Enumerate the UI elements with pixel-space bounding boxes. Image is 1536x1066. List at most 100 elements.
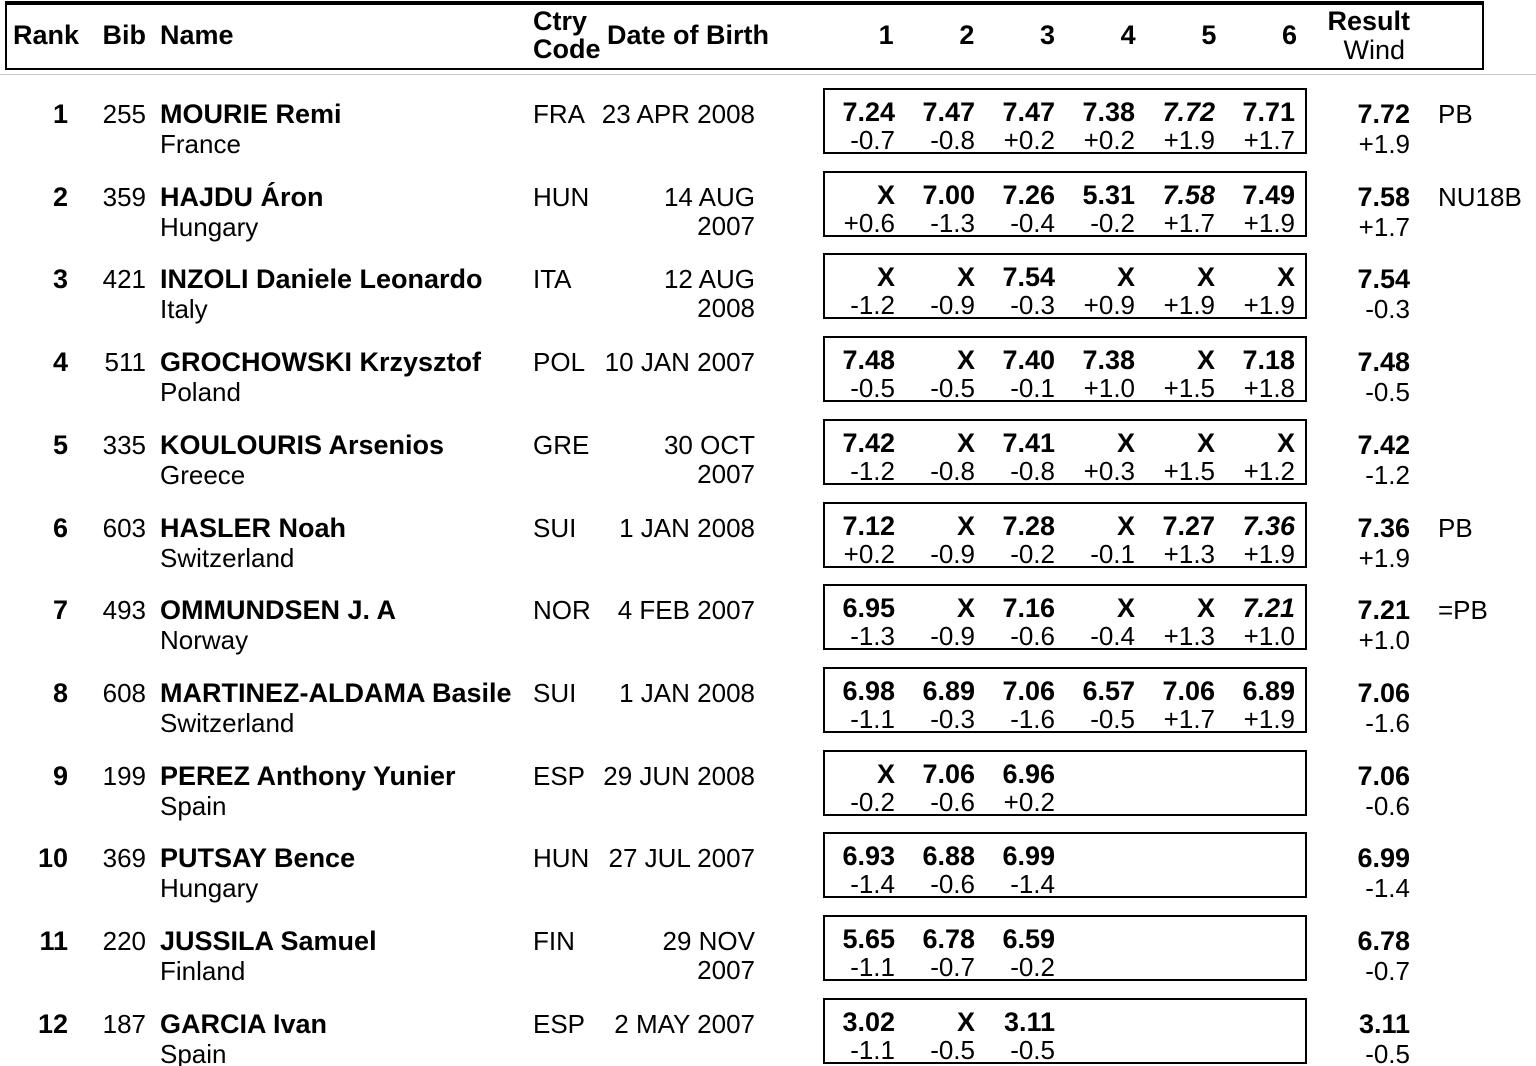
date-of-birth: 1 JAN 2008 bbox=[619, 677, 755, 708]
attempt-mark: 7.40 bbox=[1002, 345, 1055, 376]
attempt-wind: -1.4 bbox=[1010, 869, 1055, 900]
athlete-country: Finland bbox=[160, 956, 246, 986]
date-of-birth: 23 APR 2008 bbox=[601, 99, 755, 129]
bib-value: 359 bbox=[102, 181, 146, 212]
athlete-country: France bbox=[160, 129, 241, 159]
attempt-wind: +1.9 bbox=[1243, 703, 1295, 734]
result-cell: 7.58 +1.7 bbox=[1310, 181, 1410, 242]
date-of-birth: 1 JAN 2008 bbox=[619, 512, 755, 543]
col-header-attempt-1: 1 bbox=[878, 20, 894, 50]
result-wind: -1.2 bbox=[1365, 459, 1410, 490]
col-header-ctry-line1: Ctry bbox=[533, 6, 588, 36]
attempt-wind bbox=[1225, 953, 1305, 981]
result-wind: -1.6 bbox=[1365, 707, 1410, 738]
attempt-wind: +1.9 bbox=[1163, 125, 1215, 155]
athlete-country: Hungary bbox=[160, 873, 259, 904]
attempt-wind: -0.2 bbox=[1010, 538, 1055, 569]
attempt-wind: -0.8 bbox=[930, 125, 975, 155]
attempt-mark: 3.11 bbox=[1003, 1006, 1055, 1037]
attempt-wind bbox=[1065, 953, 1145, 981]
attempts-box: 7.24 7.47 7.47 7.38 7.72 7.71 -0.7 -0.8 +0.2 +0.… bbox=[823, 88, 1307, 154]
attempt-mark: X bbox=[876, 262, 895, 293]
athlete-country: Italy bbox=[160, 294, 208, 325]
attempt-wind: -0.9 bbox=[930, 290, 975, 321]
attempt-marks-row: 6.95 X 7.16 X X 7.21 bbox=[825, 594, 1305, 622]
result-row: 8 608 MARTINEZ-ALDAMA Basile Switzerland… bbox=[0, 666, 1536, 750]
athlete: HASLER Noah Switzerland bbox=[160, 513, 346, 573]
rank-value: 5 bbox=[52, 429, 68, 460]
rank-value: 11 bbox=[39, 926, 68, 956]
attempt-wind: -1.1 bbox=[850, 703, 895, 734]
col-header-ctry-code: Ctry Code bbox=[533, 7, 601, 63]
result-row: 4 511 GROCHOWSKI Krzysztof Poland POL 10… bbox=[0, 336, 1536, 419]
athlete-name: MARTINEZ-ALDAMA Basile bbox=[160, 677, 512, 708]
attempt-mark: 7.24 bbox=[842, 97, 895, 127]
rank-value: 6 bbox=[52, 512, 68, 543]
result-mark: 7.54 bbox=[1357, 264, 1410, 295]
result-cell: 7.48 -0.5 bbox=[1310, 348, 1410, 408]
col-header-bib: Bib bbox=[102, 20, 147, 50]
attempt-mark: X bbox=[1196, 262, 1215, 293]
result-row: 5 335 KOULOURIS Arsenios Greece GRE 30 O… bbox=[0, 418, 1536, 502]
country-code: GRE bbox=[533, 429, 590, 460]
rank-value: 12 bbox=[37, 1008, 68, 1039]
attempt-mark: X bbox=[956, 427, 975, 458]
result-row: 3 421 INZOLI Daniele Leonardo Italy ITA … bbox=[0, 253, 1536, 336]
attempt-mark: 7.00 bbox=[922, 179, 975, 210]
attempt-mark: 7.42 bbox=[842, 427, 895, 458]
rank-value: 3 bbox=[52, 264, 68, 295]
attempt-wind: -0.3 bbox=[930, 703, 975, 734]
athlete: INZOLI Daniele Leonardo Italy bbox=[160, 265, 483, 325]
country-code: SUI bbox=[533, 677, 577, 708]
attempt-mark: 7.48 bbox=[842, 345, 895, 376]
attempt-wind: +1.5 bbox=[1163, 373, 1215, 404]
attempt-winds-row: -1.1 -0.5 -0.5 bbox=[825, 1036, 1305, 1064]
attempt-mark: 7.18 bbox=[1242, 345, 1295, 376]
attempt-mark: 5.65 bbox=[842, 924, 895, 954]
attempt-wind: -0.2 bbox=[850, 786, 895, 817]
result-row: 6 603 HASLER Noah Switzerland SUI 1 JAN … bbox=[0, 501, 1536, 585]
attempts-box: 7.42 X 7.41 X X X -1.2 -0.8 -0.8 +0.3 +1.5 +1.2 bbox=[823, 418, 1307, 485]
athlete: KOULOURIS Arsenios Greece bbox=[160, 430, 444, 490]
attempt-winds-row: -1.2 -0.9 -0.3 +0.9 +1.9 +1.9 bbox=[825, 291, 1305, 319]
result-cell: 3.11 -0.5 bbox=[1310, 1008, 1410, 1066]
attempt-wind: -0.6 bbox=[930, 869, 975, 900]
result-mark: 3.11 bbox=[1358, 1008, 1410, 1039]
attempt-mark bbox=[1145, 842, 1225, 870]
attempt-mark: 7.16 bbox=[1002, 593, 1055, 624]
athlete-name: HAJDU Áron bbox=[160, 181, 324, 212]
attempt-mark bbox=[1145, 760, 1225, 788]
result-row: 10 369 PUTSAY Bence Hungary HUN 27 JUL 2… bbox=[0, 832, 1536, 915]
attempt-wind: -1.2 bbox=[850, 290, 895, 321]
attempts-box: X 7.00 7.26 5.31 7.58 7.49 +0.6 -1.3 -0.4 -0.2 +1… bbox=[823, 170, 1307, 237]
attempt-mark bbox=[1225, 760, 1305, 788]
attempt-wind: -0.4 bbox=[1090, 621, 1135, 652]
attempt-mark bbox=[1225, 925, 1305, 953]
col-header-ctry-line2: Code bbox=[533, 34, 601, 64]
result-wind: -0.5 bbox=[1365, 377, 1410, 408]
result-mark: 7.58 bbox=[1357, 181, 1410, 212]
attempt-wind: +0.2 bbox=[1083, 125, 1135, 155]
result-wind: -0.7 bbox=[1365, 956, 1410, 986]
table-header-box bbox=[5, 1, 1484, 70]
bib-value: 220 bbox=[102, 926, 146, 956]
date-of-birth: 29 NOV 2007 bbox=[662, 926, 756, 985]
bib-value: 199 bbox=[102, 760, 146, 791]
attempt-wind bbox=[1145, 870, 1225, 898]
bib-value: 608 bbox=[102, 677, 146, 708]
attempt-mark: X bbox=[956, 1006, 975, 1037]
result-wind: +1.7 bbox=[1358, 211, 1410, 242]
attempt-winds-row: +0.2 -0.9 -0.2 -0.1 +1.3 +1.9 bbox=[825, 540, 1305, 568]
athlete: MARTINEZ-ALDAMA Basile Switzerland bbox=[160, 677, 512, 738]
athlete: MOURIE Remi France bbox=[160, 100, 342, 160]
result-wind: +1.9 bbox=[1358, 542, 1410, 573]
athlete: OMMUNDSEN J. A Norway bbox=[160, 596, 396, 656]
attempt-mark bbox=[1065, 925, 1145, 953]
attempt-wind bbox=[1065, 788, 1145, 816]
attempt-mark: X bbox=[1196, 593, 1215, 624]
athlete: JUSSILA Samuel Finland bbox=[160, 927, 377, 987]
attempts-box: 6.95 X 7.16 X X 7.21 -1.3 -0.9 -0.6 -0.4 +1.3 +1.0 bbox=[823, 584, 1307, 652]
attempt-mark: X bbox=[1196, 427, 1215, 458]
rank-value: 9 bbox=[52, 760, 68, 791]
result-row: 9 199 PEREZ Anthony Yunier Spain ESP 29 … bbox=[0, 749, 1536, 833]
